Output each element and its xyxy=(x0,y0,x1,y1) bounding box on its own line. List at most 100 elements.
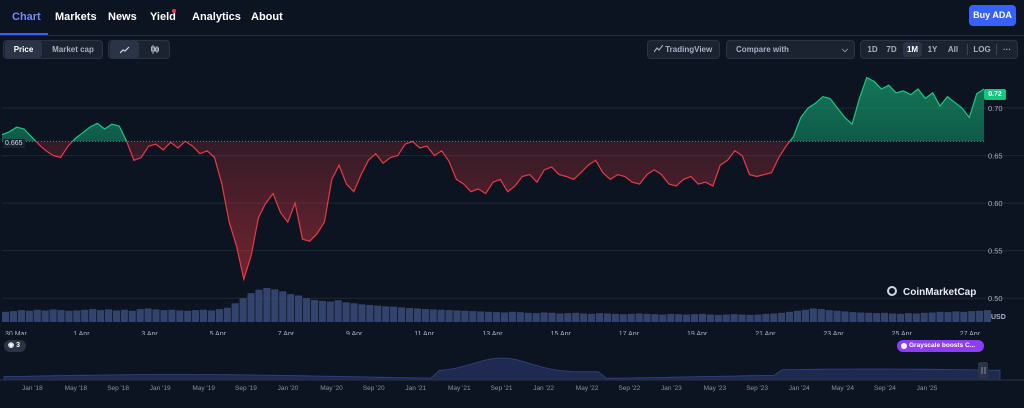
volume-bar xyxy=(112,310,120,322)
navigator-area xyxy=(0,357,1024,381)
currency-label: USD xyxy=(991,314,1006,321)
volume-bar xyxy=(263,288,271,322)
volume-bar xyxy=(287,294,295,322)
volume-bar xyxy=(207,310,216,322)
navigator-tick-label: May '19 xyxy=(192,385,215,392)
active-tab-indicator xyxy=(0,33,48,35)
period-1d[interactable]: 1D xyxy=(867,45,878,54)
navigator-tick-label: Sep '19 xyxy=(235,385,257,392)
candlestick-icon xyxy=(150,45,159,54)
range-navigator[interactable]: Jan '18 May '18 Sep '18 Jan '19 May '19 Sep '… xyxy=(0,354,1024,404)
volume-bar xyxy=(896,313,905,322)
navigator-tick-label: May '24 xyxy=(831,385,854,392)
tab-about[interactable]: About xyxy=(251,11,283,23)
volume-bar xyxy=(904,313,912,322)
news-headline-badge[interactable]: Grayscale boosts C... xyxy=(897,340,984,352)
volume-bar xyxy=(390,306,398,322)
navigator-tick-label: Jan '22 xyxy=(533,385,554,392)
volume-bar xyxy=(968,311,976,322)
tradingview-label: TradingView xyxy=(665,45,713,54)
volume-bar xyxy=(548,312,556,322)
price-button[interactable]: Price xyxy=(5,41,42,58)
volume-bar xyxy=(841,311,849,322)
tradingview-button[interactable]: TradingView xyxy=(647,40,720,59)
volume-bar xyxy=(706,314,714,322)
volume-bar xyxy=(350,303,358,322)
buy-button[interactable]: Buy ADA xyxy=(969,5,1016,26)
period-1y[interactable]: 1Y xyxy=(927,45,938,54)
volume-bar xyxy=(65,310,73,322)
volume-bar xyxy=(635,313,643,322)
volume-bar xyxy=(801,309,809,322)
volume-bar xyxy=(223,307,231,322)
tab-chart[interactable]: Chart xyxy=(12,11,41,23)
line-chart-button[interactable] xyxy=(110,41,139,58)
volume-bar xyxy=(97,310,105,322)
volume-bar xyxy=(184,310,192,322)
x-tick-label: 9 Apr xyxy=(346,331,363,335)
period-1m[interactable]: 1M xyxy=(903,42,922,57)
period-all[interactable]: All xyxy=(947,45,959,54)
eye-icon: ◉ xyxy=(8,342,15,349)
navigator-tick-label: Jan '23 xyxy=(661,385,682,392)
navigator-x-labels: Jan '18 May '18 Sep '18 Jan '19 May '19 Sep '… xyxy=(22,385,938,392)
chevron-down-icon: ⌵ xyxy=(841,45,848,54)
volume-bar xyxy=(675,314,683,322)
volume-bar xyxy=(89,309,97,322)
divider xyxy=(967,44,968,55)
volume-bar xyxy=(588,313,596,322)
volume-bar xyxy=(793,310,802,322)
tab-markets[interactable]: Markets xyxy=(55,11,97,23)
volume-bar xyxy=(849,312,857,322)
volume-bar xyxy=(104,309,113,322)
volume-bar xyxy=(532,313,540,322)
volume-bar xyxy=(611,313,619,322)
volume-bar xyxy=(247,293,255,322)
tab-analytics[interactable]: Analytics xyxy=(192,11,241,23)
navigator-handle[interactable] xyxy=(978,362,988,379)
volume-bar xyxy=(57,310,65,322)
y-tick-label: 0.55 xyxy=(988,247,1003,256)
price-chart[interactable]: 0.70 0.65 0.60 0.55 0.50 30 Mar 1 Apr 3 Apr 5 A… xyxy=(0,0,1024,335)
more-options-button[interactable]: ··· xyxy=(1003,45,1011,54)
volume-bar xyxy=(231,303,239,322)
tab-yield[interactable]: Yield xyxy=(150,11,176,23)
tab-news[interactable]: News xyxy=(108,11,137,23)
period-7d[interactable]: 7D xyxy=(886,45,897,54)
navigator-tick-label: May '18 xyxy=(65,385,88,392)
volume-bar xyxy=(358,304,366,322)
volume-bar xyxy=(659,314,667,322)
volume-bar xyxy=(136,309,144,322)
x-tick-label: 5 Apr xyxy=(210,331,227,335)
volume-bar xyxy=(41,310,49,322)
volume-bar xyxy=(81,309,89,322)
volume-bar xyxy=(754,314,762,322)
volume-bar xyxy=(382,306,390,322)
volume-bar xyxy=(445,310,453,322)
volume-bar xyxy=(817,309,825,322)
volume-bar xyxy=(334,300,342,322)
x-tick-label: 13 Apr xyxy=(482,331,503,335)
navigator-tick-label: Jan '20 xyxy=(278,385,299,392)
candlestick-button[interactable] xyxy=(140,41,169,58)
volume-bar xyxy=(865,312,873,322)
volume-bar xyxy=(199,309,208,322)
x-tick-label: 11 Apr xyxy=(414,331,434,335)
news-dot-icon xyxy=(901,343,907,349)
market-cap-button[interactable]: Market cap xyxy=(52,45,94,54)
volume-bar xyxy=(318,300,326,322)
volume-bar xyxy=(888,313,897,322)
x-tick-label: 3 Apr xyxy=(141,331,158,335)
x-tick-label: 21 Apr xyxy=(755,331,776,335)
volume-bar xyxy=(556,313,564,322)
news-headline: Grayscale boosts C... xyxy=(909,342,976,349)
log-toggle[interactable]: LOG xyxy=(973,45,991,54)
x-tick-label: 7 Apr xyxy=(278,331,295,335)
news-count-badge[interactable]: ◉ 3 xyxy=(4,340,26,352)
chart-type-toggle xyxy=(108,40,170,59)
y-tick-label: 0.50 xyxy=(988,294,1003,303)
volume-bar xyxy=(413,308,421,322)
compare-with-select[interactable]: Compare with ⌵ xyxy=(726,40,855,59)
coinmarketcap-logo-icon xyxy=(887,286,897,296)
navigator-tick-label: Jan '18 xyxy=(22,385,43,392)
